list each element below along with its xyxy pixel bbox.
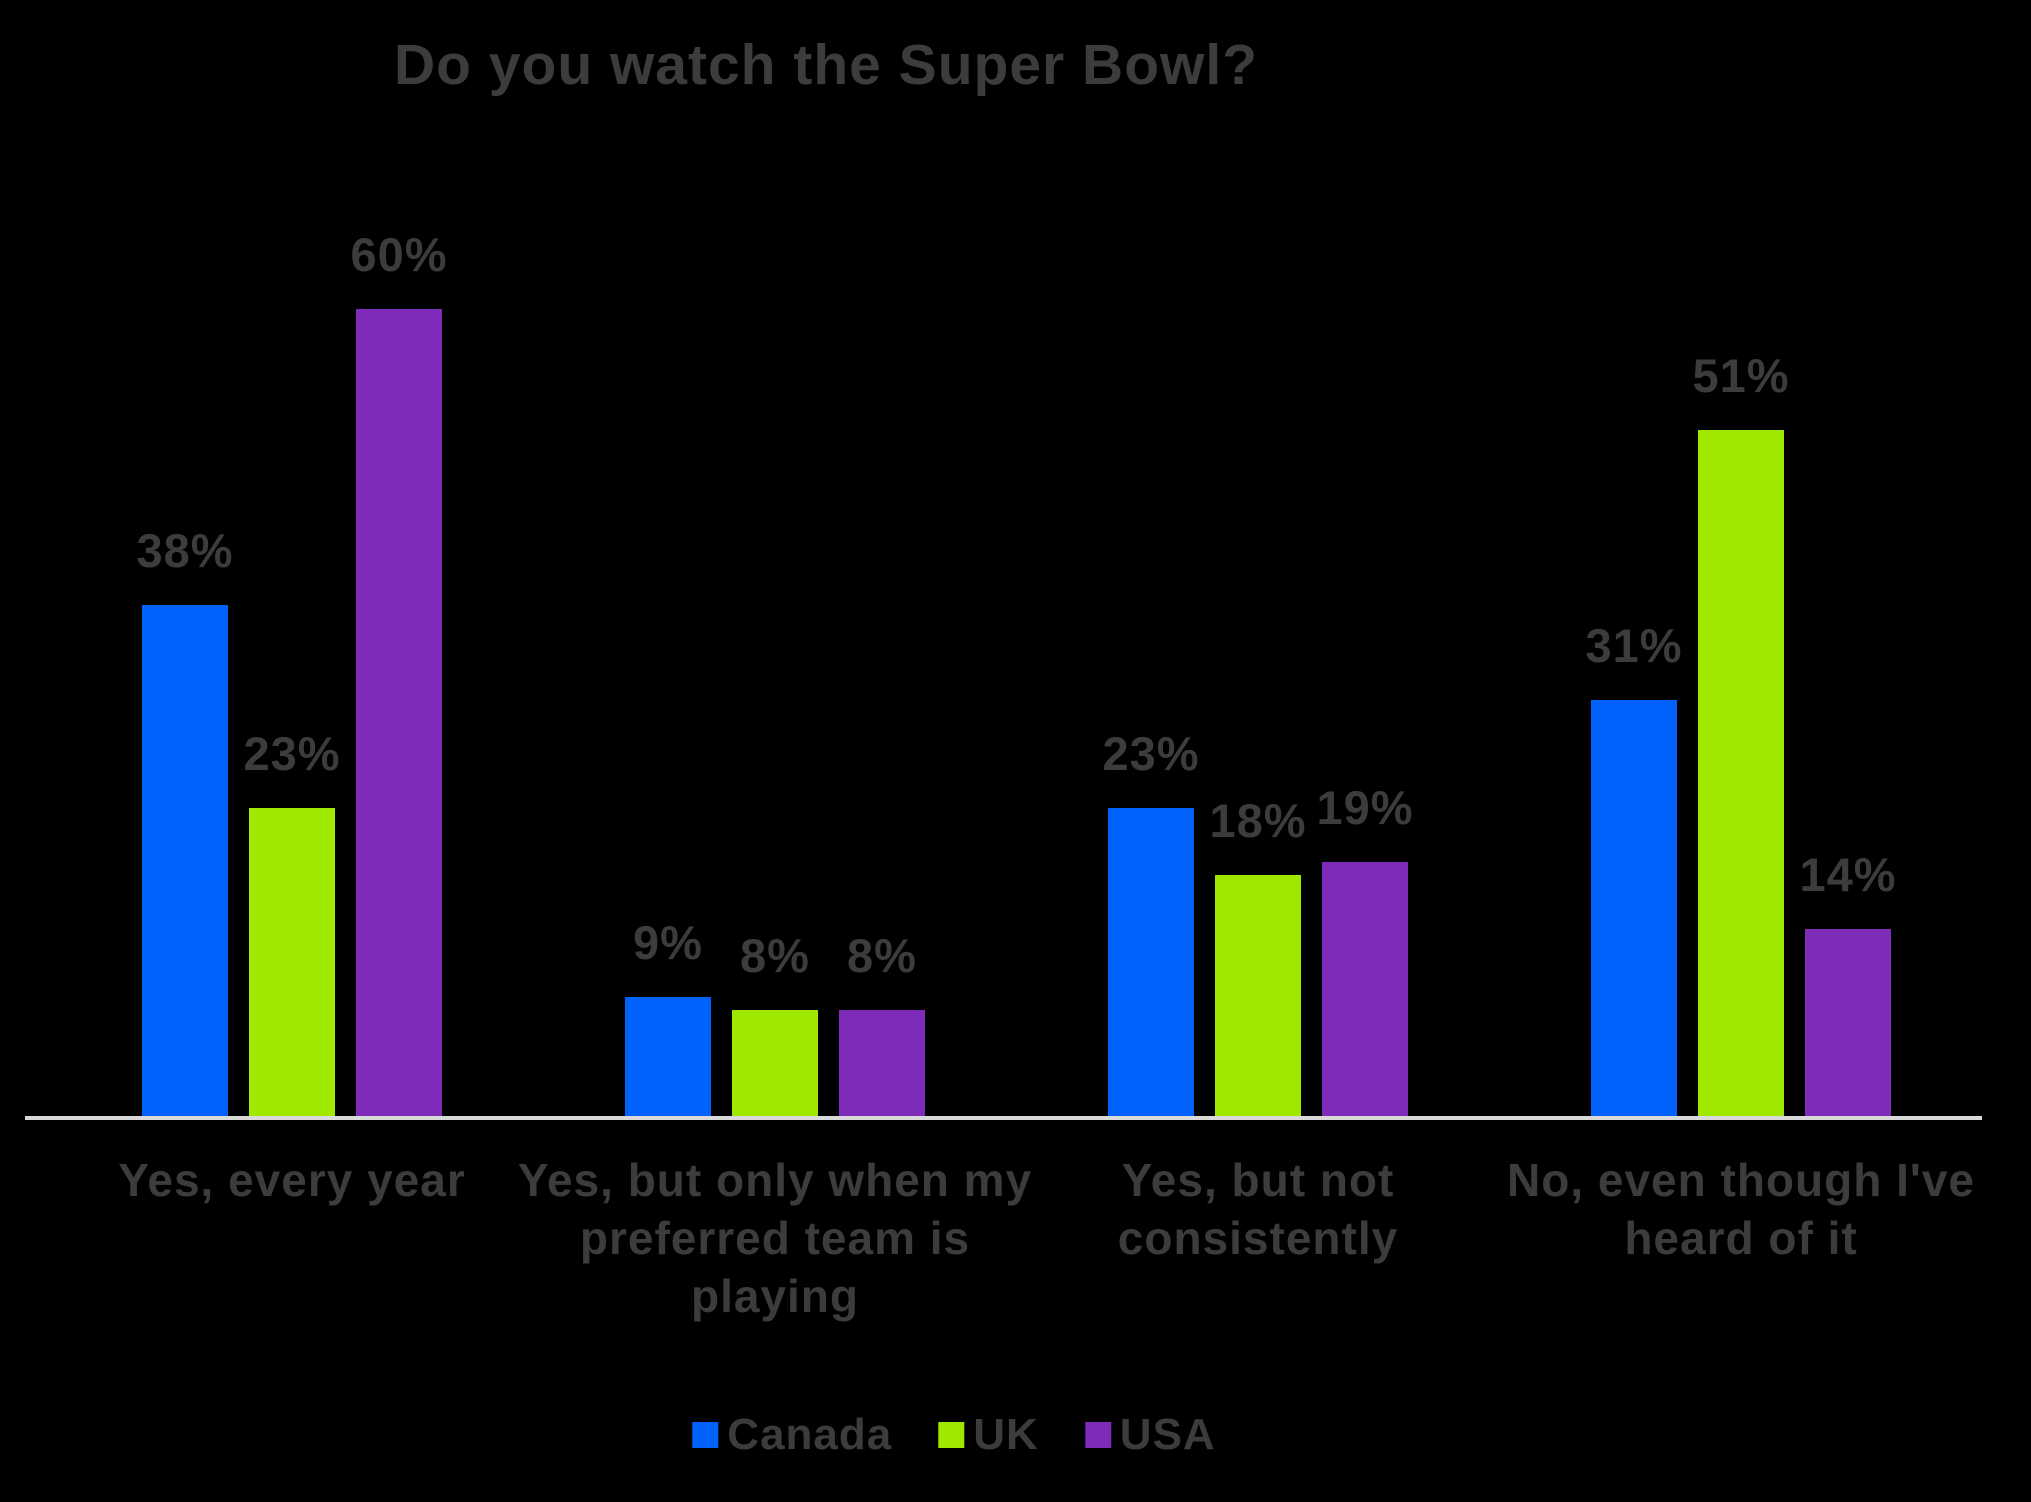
legend-swatch-uk bbox=[938, 1422, 965, 1448]
legend-label-canada: Canada bbox=[727, 1410, 893, 1459]
value-label-canada-no-even-though-i-ve-heard-of-it: 31% bbox=[1585, 619, 1683, 672]
chart-title: Do you watch the Super Bowl? bbox=[393, 33, 1259, 97]
value-label-uk-yes-but-only-when-my-preferred-team-is-playing: 8% bbox=[740, 929, 810, 982]
legend-swatch-canada bbox=[692, 1422, 719, 1448]
bar-uk-no-even-though-i-ve-heard-of-it bbox=[1698, 430, 1784, 1118]
value-label-usa-yes-every-year: 60% bbox=[350, 228, 448, 281]
bar-uk-yes-but-only-when-my-preferred-team-is-playing bbox=[732, 1010, 818, 1118]
value-label-uk-no-even-though-i-ve-heard-of-it: 51% bbox=[1692, 349, 1790, 402]
bar-uk-yes-but-not-consistently bbox=[1215, 875, 1301, 1118]
category-label-no-even-though-i-ve-heard-of-it: No, even though I've heard of it bbox=[1507, 1154, 1975, 1264]
bar-usa-no-even-though-i-ve-heard-of-it bbox=[1805, 929, 1891, 1118]
value-label-canada-yes-but-not-consistently: 23% bbox=[1102, 727, 1200, 780]
category-label-yes-but-not-consistently: Yes, but not consistently bbox=[1117, 1154, 1399, 1264]
category-label-yes-every-year: Yes, every year bbox=[118, 1154, 466, 1206]
value-label-usa-no-even-though-i-ve-heard-of-it: 14% bbox=[1799, 848, 1897, 901]
bar-canada-yes-every-year bbox=[142, 605, 228, 1118]
legend-label-uk: UK bbox=[973, 1410, 1039, 1459]
bar-canada-yes-but-not-consistently bbox=[1108, 808, 1194, 1118]
legend: Canada UK USA bbox=[692, 1410, 1215, 1460]
bar-usa-yes-but-not-consistently bbox=[1322, 862, 1408, 1118]
value-label-usa-yes-but-only-when-my-preferred-team-is-playing: 8% bbox=[847, 929, 917, 982]
value-label-usa-yes-but-not-consistently: 19% bbox=[1316, 781, 1414, 834]
legend-label-usa: USA bbox=[1119, 1410, 1216, 1459]
x-axis-line bbox=[25, 1116, 1982, 1120]
bar-canada-no-even-though-i-ve-heard-of-it bbox=[1591, 700, 1677, 1118]
category-label-yes-but-only-when-my-preferred-team-is-playing: Yes, but only when my preferred team is … bbox=[517, 1154, 1033, 1322]
bar-canada-yes-but-only-when-my-preferred-team-is-playing bbox=[625, 997, 711, 1118]
value-label-canada-yes-but-only-when-my-preferred-team-is-playing: 9% bbox=[633, 916, 703, 969]
value-label-uk-yes-but-not-consistently: 18% bbox=[1209, 794, 1307, 847]
value-label-uk-yes-every-year: 23% bbox=[243, 727, 341, 780]
value-label-canada-yes-every-year: 38% bbox=[136, 524, 234, 577]
legend-item-canada: Canada bbox=[692, 1410, 892, 1460]
legend-item-usa: USA bbox=[1084, 1410, 1216, 1460]
legend-item-uk: UK bbox=[938, 1410, 1039, 1460]
bar-usa-yes-but-only-when-my-preferred-team-is-playing bbox=[839, 1010, 925, 1118]
bar-usa-yes-every-year bbox=[356, 309, 442, 1118]
legend-swatch-usa bbox=[1084, 1422, 1111, 1448]
bar-uk-yes-every-year bbox=[249, 808, 335, 1118]
